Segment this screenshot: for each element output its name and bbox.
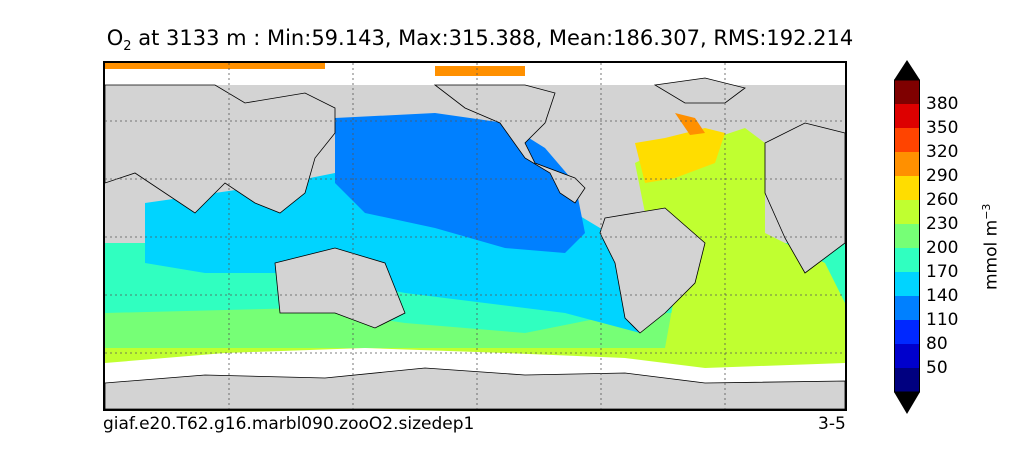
colorbar-tick-label: 290 bbox=[926, 166, 959, 186]
colorbar bbox=[894, 60, 920, 414]
colorbar-over-arrow bbox=[894, 60, 920, 80]
colorbar-segment bbox=[894, 200, 920, 225]
map-canvas bbox=[105, 63, 845, 409]
ocean-oxygen-map bbox=[103, 61, 847, 411]
colorbar-unit-label: mmol m−3 bbox=[980, 203, 1002, 290]
colorbar-segment bbox=[894, 80, 920, 105]
colorbar-segment bbox=[894, 224, 920, 249]
colorbar-tick-label: 230 bbox=[926, 214, 959, 234]
colorbar-segment bbox=[894, 344, 920, 369]
labrador-sea-max bbox=[675, 113, 705, 135]
colorbar-segment bbox=[894, 248, 920, 273]
australia-landmass bbox=[274, 247, 406, 329]
colorbar-tick-label: 260 bbox=[926, 190, 959, 210]
colorbar-segment bbox=[894, 368, 920, 393]
colorbar-segment bbox=[894, 152, 920, 177]
title-variable: O2 bbox=[106, 26, 132, 55]
colorbar-segment bbox=[894, 320, 920, 345]
greenland-landmass bbox=[653, 77, 746, 104]
colorbar-under-arrow bbox=[894, 392, 920, 414]
arctic-orange-left bbox=[105, 63, 325, 69]
colorbar-frame bbox=[894, 79, 920, 393]
colorbar-tick-label: 80 bbox=[926, 334, 948, 354]
colorbar-tick-label: 350 bbox=[926, 118, 959, 138]
antarctica-landmass bbox=[105, 367, 845, 409]
colorbar-tick-label: 140 bbox=[926, 286, 959, 306]
colorbar-tick-label: 110 bbox=[926, 310, 959, 330]
colorbar-segment bbox=[894, 176, 920, 201]
period-caption: 3-5 bbox=[818, 414, 846, 434]
colorbar-tick-label: 200 bbox=[926, 238, 959, 258]
north-america-landmass bbox=[433, 84, 586, 204]
africa-landmass bbox=[764, 122, 845, 274]
title-stats: at 3133 m : Min:59.143, Max:315.388, Mea… bbox=[138, 26, 854, 50]
colorbar-tick-label: 380 bbox=[926, 94, 959, 114]
run-id-caption: giaf.e20.T62.g16.marbl090.zooO2.sizedep1 bbox=[103, 414, 475, 434]
arctic-orange-mid bbox=[435, 66, 525, 76]
colorbar-segment bbox=[894, 104, 920, 129]
colorbar-tick-label: 170 bbox=[926, 262, 959, 282]
atlantic-basin bbox=[635, 128, 845, 353]
graticule bbox=[105, 63, 845, 409]
map-title: O2 at 3133 m : Min:59.143, Max:315.388, … bbox=[0, 26, 960, 54]
colorbar-segment bbox=[894, 128, 920, 153]
colorbar-tick-label: 50 bbox=[926, 358, 948, 378]
colorbar-tick-label: 320 bbox=[926, 142, 959, 162]
south-america-landmass bbox=[599, 207, 706, 334]
colorbar-segment bbox=[894, 272, 920, 297]
eurasia-landmass bbox=[105, 84, 336, 214]
north-atlantic-high-oxygen bbox=[635, 128, 725, 183]
colorbar-segment bbox=[894, 296, 920, 321]
